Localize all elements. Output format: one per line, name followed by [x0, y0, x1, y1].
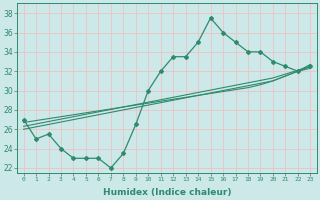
X-axis label: Humidex (Indice chaleur): Humidex (Indice chaleur): [103, 188, 231, 197]
